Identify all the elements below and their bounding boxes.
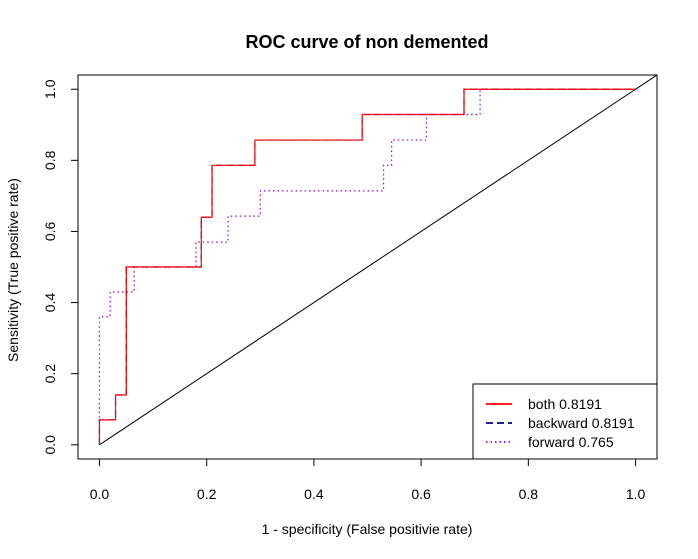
x-tick-label: 0.6 (411, 486, 431, 502)
legend-label-both: both 0.8191 (528, 396, 602, 412)
y-tick-label: 0.0 (42, 435, 58, 455)
x-axis-label: 1 - specificity (False positivie rate) (262, 521, 473, 537)
x-axis-ticks: 0.0 0.2 0.4 0.6 0.8 1.0 (90, 459, 646, 502)
legend-box (472, 383, 658, 460)
legend-label-backward: backward 0.8191 (528, 415, 635, 431)
legend-label-forward: forward 0.765 (528, 434, 614, 450)
y-axis-label: Sensitivity (True positive rate) (5, 178, 21, 362)
diagonal-reference-line (99, 75, 657, 446)
x-tick-label: 1.0 (626, 486, 646, 502)
series-line-both (98, 88, 636, 445)
series-line-forward (98, 88, 636, 445)
x-tick-label: 0.4 (304, 486, 324, 502)
plot-frame (77, 74, 658, 460)
x-tick-label: 0.0 (90, 486, 110, 502)
y-tick-label: 0.2 (42, 364, 58, 384)
y-tick-label: 0.4 (42, 293, 58, 313)
x-tick-label: 0.8 (519, 486, 539, 502)
plot-lines (98, 75, 657, 446)
y-tick-label: 1.0 (42, 79, 58, 99)
y-tick-label: 0.8 (42, 150, 58, 170)
chart-title: ROC curve of non demented (245, 32, 488, 52)
y-axis-ticks: 0.0 0.2 0.4 0.6 0.8 1.0 (42, 79, 78, 455)
x-tick-label: 0.2 (197, 486, 217, 502)
legend: both 0.8191 backward 0.8191 forward 0.76… (472, 383, 658, 460)
y-tick-label: 0.6 (42, 222, 58, 242)
